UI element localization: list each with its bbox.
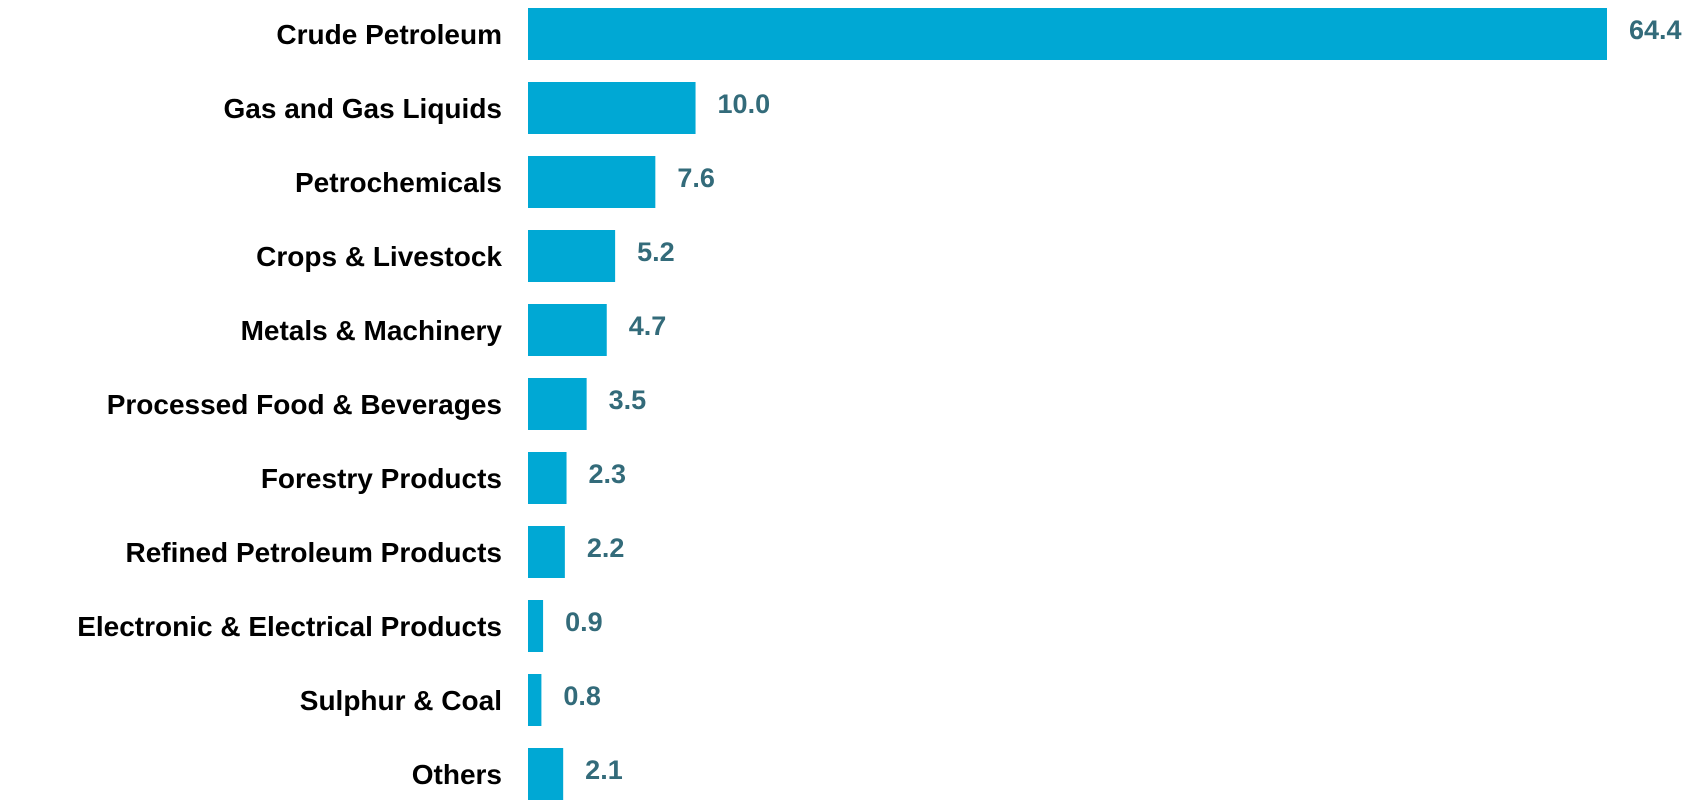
category-label-sulphur-and-coal: Sulphur & Coal xyxy=(300,685,502,716)
bar-gas-and-gas-liquids xyxy=(528,82,696,134)
bar-electronic-and-electrical-products xyxy=(528,600,544,652)
category-label-petrochemicals: Petrochemicals xyxy=(295,167,502,198)
category-label-processed-food-and-beverages: Processed Food & Beverages xyxy=(107,389,502,420)
value-labels-group: 64.4 10.0 7.6 5.2 4.7 3.5 2.3 2.2 0.9 0.8 2.1 xyxy=(563,15,1681,785)
category-label-electronic-and-electrical-products: Electronic & Electrical Products xyxy=(77,611,502,642)
value-label-metals-and-machinery: 4.7 xyxy=(629,311,667,341)
value-label-refined-petroleum-products: 2.2 xyxy=(587,533,625,563)
value-label-crops-and-livestock: 5.2 xyxy=(637,237,675,267)
bar-metals-and-machinery xyxy=(528,304,607,356)
category-label-crops-and-livestock: Crops & Livestock xyxy=(256,241,502,272)
bar-crude-petroleum xyxy=(528,8,1607,60)
bar-processed-food-and-beverages xyxy=(528,378,587,430)
bar-crops-and-livestock xyxy=(528,230,616,282)
bar-sulphur-and-coal xyxy=(528,674,542,726)
value-label-processed-food-and-beverages: 3.5 xyxy=(609,385,647,415)
value-label-sulphur-and-coal: 0.8 xyxy=(563,681,601,711)
value-label-forestry-products: 2.3 xyxy=(589,459,627,489)
bar-others xyxy=(528,748,564,800)
bar-forestry-products xyxy=(528,452,567,504)
value-label-gas-and-gas-liquids: 10.0 xyxy=(718,89,771,119)
category-label-crude-petroleum: Crude Petroleum xyxy=(276,19,502,50)
value-label-petrochemicals: 7.6 xyxy=(677,163,715,193)
value-label-crude-petroleum: 64.4 xyxy=(1629,15,1682,45)
category-label-others: Others xyxy=(412,759,502,790)
value-label-electronic-and-electrical-products: 0.9 xyxy=(565,607,603,637)
category-label-forestry-products: Forestry Products xyxy=(261,463,502,494)
category-label-metals-and-machinery: Metals & Machinery xyxy=(241,315,503,346)
category-label-gas-and-gas-liquids: Gas and Gas Liquids xyxy=(223,93,502,124)
bars-group xyxy=(528,8,1607,800)
bar-petrochemicals xyxy=(528,156,656,208)
value-label-others: 2.1 xyxy=(585,755,623,785)
category-labels-group: Crude Petroleum Gas and Gas Liquids Petroc… xyxy=(77,19,502,790)
category-label-refined-petroleum-products: Refined Petroleum Products xyxy=(125,537,502,568)
bar-refined-petroleum-products xyxy=(528,526,565,578)
